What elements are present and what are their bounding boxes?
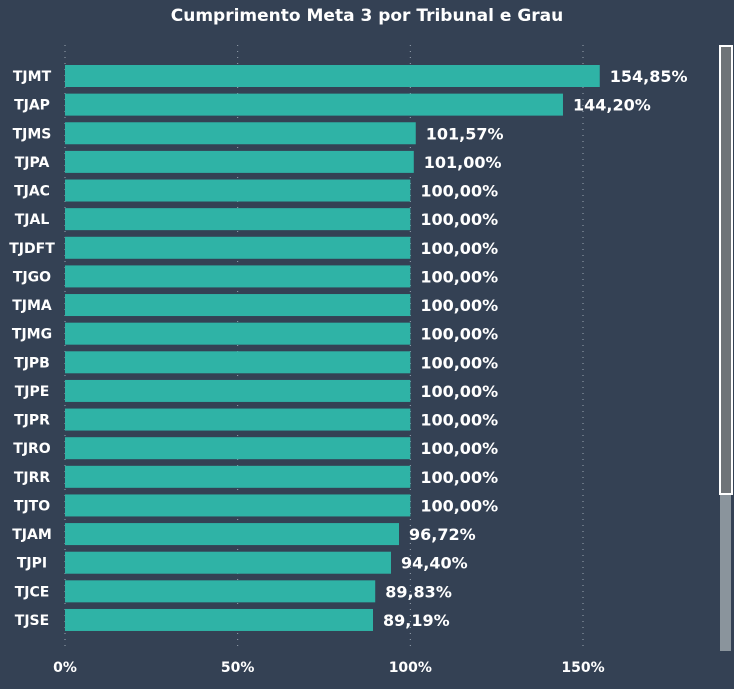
bar — [65, 294, 411, 317]
bar — [65, 236, 411, 259]
bar — [65, 122, 416, 145]
data-label: 94,40% — [401, 554, 468, 573]
bar — [65, 93, 563, 116]
data-label: 101,57% — [426, 124, 504, 143]
x-tick-label: 150% — [561, 660, 604, 676]
category-label: TJAC — [14, 184, 50, 200]
data-label: 100,00% — [420, 468, 498, 487]
data-label: 100,00% — [420, 182, 498, 201]
category-label: TJPA — [15, 155, 50, 171]
category-label: TJGO — [13, 269, 51, 285]
category-label: TJRR — [14, 470, 51, 486]
category-label: TJRO — [13, 441, 51, 457]
bar — [65, 437, 411, 460]
bar — [65, 580, 376, 603]
data-label: 154,85% — [610, 67, 688, 86]
data-label: 144,20% — [573, 96, 651, 115]
data-label: 100,00% — [420, 296, 498, 315]
category-label: TJAP — [14, 98, 50, 114]
category-label: TJDFT — [9, 241, 55, 257]
bar — [65, 551, 391, 574]
bar — [65, 351, 411, 374]
data-label: 101,00% — [424, 153, 502, 172]
data-label: 100,00% — [420, 267, 498, 286]
bar — [65, 322, 411, 345]
bar — [65, 65, 600, 87]
data-label: 100,00% — [420, 411, 498, 430]
bar — [65, 179, 411, 202]
chart-title: Cumprimento Meta 3 por Tribunal e Grau — [170, 6, 564, 26]
category-label: TJTO — [14, 498, 50, 514]
data-label: 100,00% — [420, 239, 498, 258]
data-label: 89,83% — [385, 582, 452, 601]
bar — [65, 150, 414, 173]
data-label: 96,72% — [409, 525, 476, 544]
data-label: 100,00% — [420, 496, 498, 515]
bar — [65, 608, 374, 631]
data-label: 100,00% — [420, 382, 498, 401]
scrollbar-thumb[interactable] — [719, 45, 733, 495]
data-label: 100,00% — [420, 439, 498, 458]
category-label: TJPR — [14, 413, 50, 429]
data-label: 100,00% — [420, 325, 498, 344]
data-label: 89,19% — [383, 611, 450, 630]
category-label: TJAL — [15, 212, 50, 228]
category-label: TJPB — [14, 355, 50, 371]
x-tick-label: 50% — [221, 660, 255, 676]
category-label: TJAM — [12, 527, 52, 543]
category-label: TJPE — [15, 384, 50, 400]
category-label: TJSE — [15, 613, 49, 629]
bar — [65, 379, 411, 402]
data-label: 100,00% — [420, 353, 498, 372]
category-label: TJMS — [13, 126, 52, 142]
category-label: TJPI — [17, 556, 47, 572]
x-tick-label: 100% — [389, 660, 432, 676]
bar — [65, 408, 411, 431]
category-label: TJCE — [15, 584, 50, 600]
category-label: TJMA — [12, 298, 52, 314]
bar — [65, 208, 411, 231]
bar — [65, 465, 411, 488]
x-tick-label: 0% — [53, 660, 77, 676]
category-label: TJMG — [12, 327, 52, 343]
bar — [65, 265, 411, 288]
bar — [65, 523, 400, 546]
bar — [65, 494, 411, 517]
data-label: 100,00% — [420, 210, 498, 229]
category-label: TJMT — [13, 69, 52, 85]
